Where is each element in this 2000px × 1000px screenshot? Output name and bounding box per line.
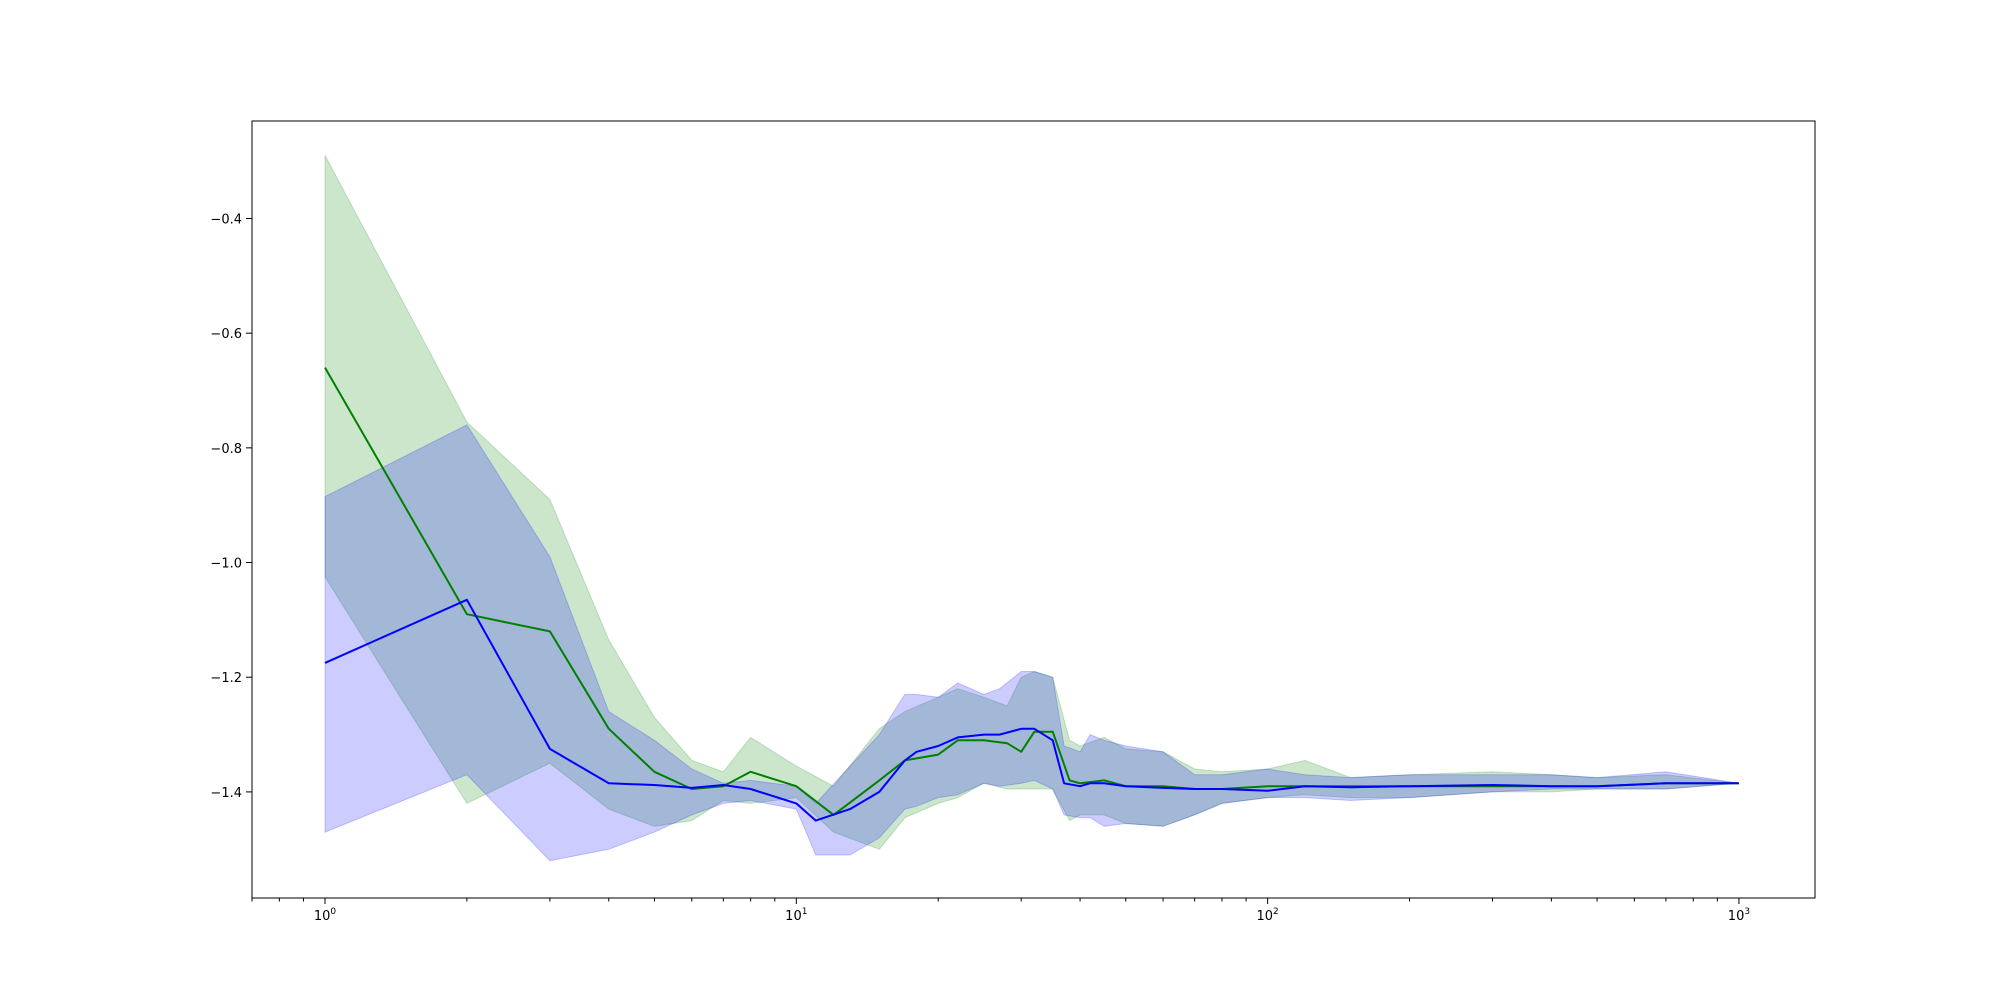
x-tick-label: 100 xyxy=(314,907,337,924)
y-tick-label: −1.0 xyxy=(210,557,242,572)
y-tick-label: −1.4 xyxy=(210,786,242,801)
y-tick-label: −0.8 xyxy=(210,442,242,457)
series-lines xyxy=(324,367,1739,822)
x-axis: 100 101 102 103 xyxy=(251,898,1750,924)
x-tick-label: 103 xyxy=(1728,907,1750,924)
x-tick-base: 10 xyxy=(1728,909,1745,924)
x-tick-exponent: 3 xyxy=(1744,907,1750,917)
x-tick-exponent: 0 xyxy=(330,907,336,917)
x-tick-base: 10 xyxy=(785,909,802,924)
series-1-band xyxy=(324,424,1739,862)
confidence-bands xyxy=(324,155,1739,862)
x-tick-exponent: 2 xyxy=(1273,907,1279,917)
x-tick-label: 102 xyxy=(1256,907,1278,924)
y-tick-label: −0.4 xyxy=(210,212,242,227)
y-tick-label: −1.2 xyxy=(210,671,242,686)
plot-frame xyxy=(251,120,1816,899)
y-tick-label: −0.6 xyxy=(210,327,242,342)
x-tick-exponent: 1 xyxy=(802,907,808,917)
x-tick-label: 101 xyxy=(785,907,807,924)
series-0-band xyxy=(324,155,1739,850)
y-axis: −0.4 −0.6 −0.8 −1.0 −1.2 −1.4 xyxy=(210,212,252,801)
x-tick-base: 10 xyxy=(1256,909,1273,924)
x-tick-base: 10 xyxy=(314,909,331,924)
series-1-line xyxy=(324,598,1739,822)
